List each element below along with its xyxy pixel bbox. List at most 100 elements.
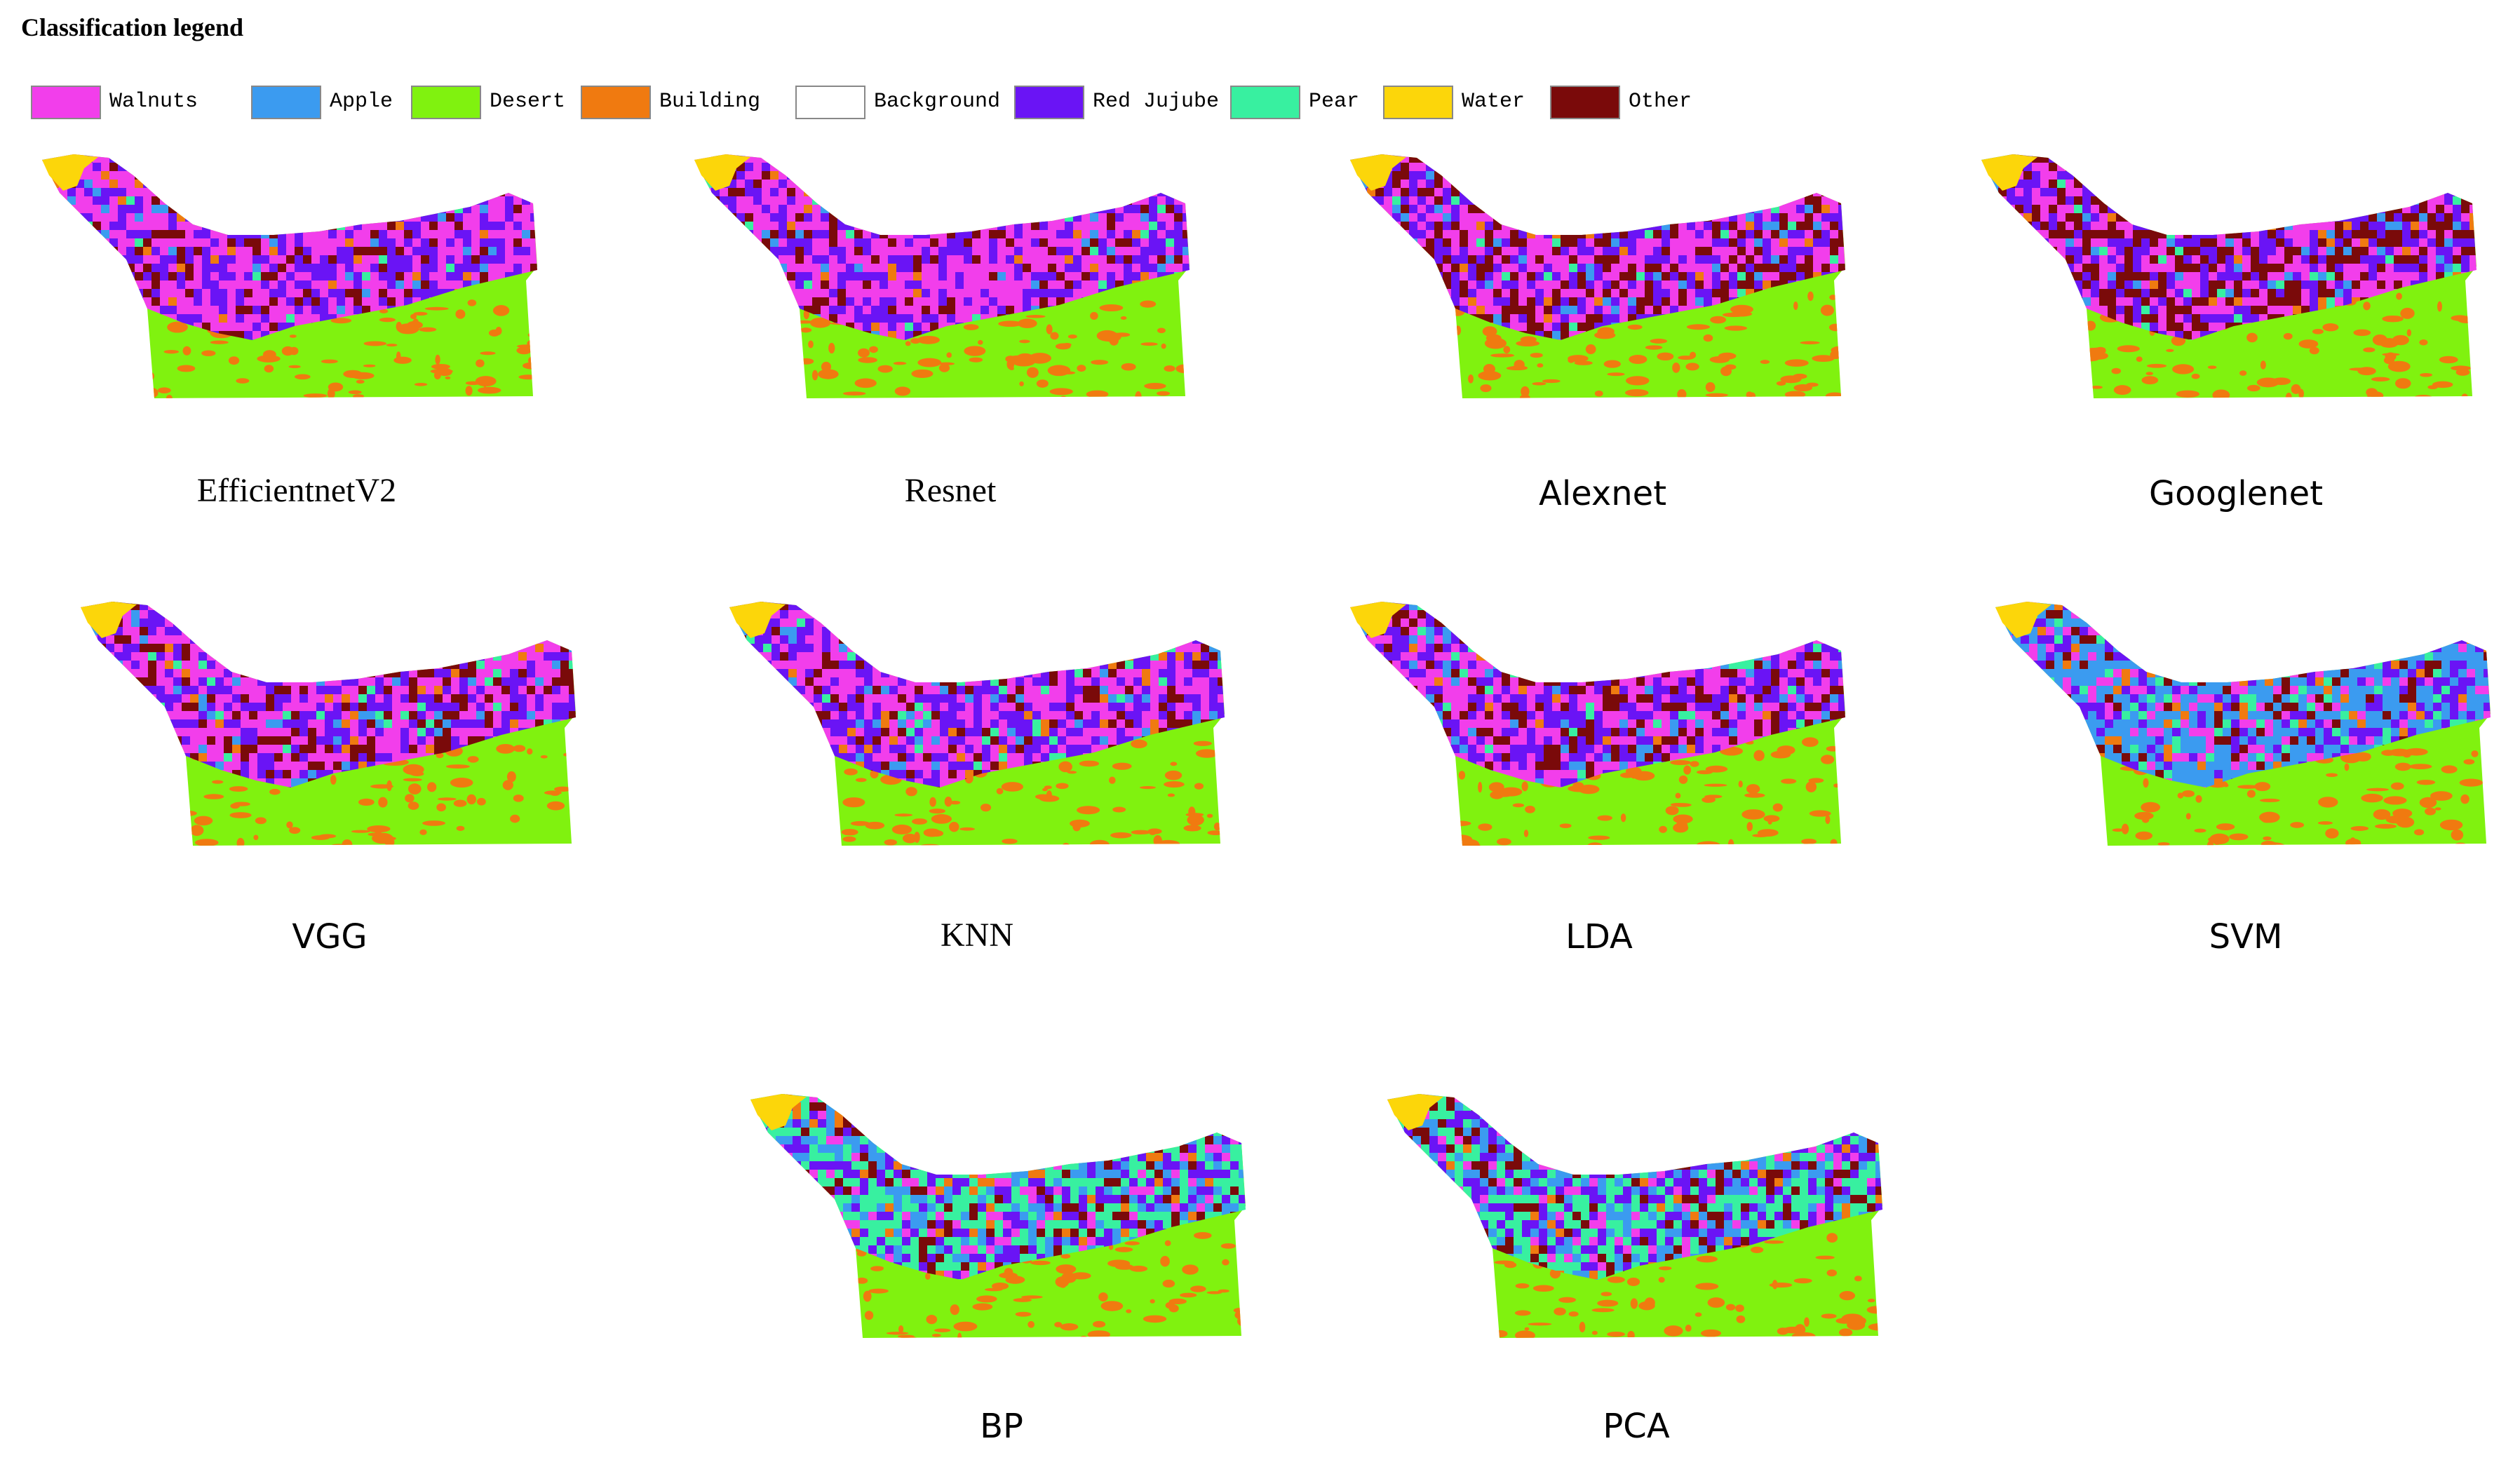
crop-cell [2200,188,2209,197]
crop-cell [947,297,956,306]
crop-cell [1048,163,1057,172]
crop-cell [1813,264,1822,273]
crop-cell [922,188,931,197]
crop-cell [370,289,379,298]
crop-cell [880,264,889,273]
crop-cell [804,188,813,197]
crop-cell [1434,230,1443,239]
crop-cell [913,255,922,264]
building-patch [1828,323,1842,332]
crop-cell [1779,213,1788,222]
crop-cell [2268,154,2277,163]
crop-cell [989,222,998,231]
water-swatch [1383,86,1453,119]
crop-cell [1409,331,1418,340]
crop-cell [1502,188,1511,197]
crop-cell [328,306,337,315]
crop-cell [1586,205,1595,214]
crop-cell [269,238,278,248]
crop-cell [2293,171,2302,180]
crop-cell [829,171,838,180]
crop-cell [913,314,922,323]
crop-cell [194,238,203,248]
crop-cell [930,280,939,290]
crop-cell [804,264,813,273]
crop-cell [1611,264,1620,273]
crop-cell [337,280,346,290]
crop-cell [1527,205,1536,214]
crop-cell [762,222,771,231]
crop-cell [1149,222,1158,231]
crop-cell [2217,171,2226,180]
crop-cell [1561,163,1570,172]
crop-cell [362,196,371,205]
crop-cell [711,339,720,340]
crop-cell [997,180,1006,189]
building-patch [289,346,299,356]
crop-cell [93,264,102,273]
building-patch [1793,373,1807,379]
crop-cell [185,154,194,163]
crop-cell [2057,163,2066,172]
crop-cell [1619,196,1629,205]
crop-cell [1023,247,1032,256]
crop-cell [539,289,547,298]
crop-cell [1586,289,1595,298]
crop-cell [539,339,547,349]
crop-cell [1561,306,1570,315]
crop-cell [118,196,127,205]
crop-cell [1485,264,1494,273]
crop-cell [379,247,388,256]
crop-cell [1838,348,1847,357]
crop-cell [762,255,771,264]
crop-cell [1813,222,1822,231]
crop-cell [1561,280,1570,290]
crop-cell [135,171,144,180]
crop-cell [1392,230,1401,239]
crop-cell [151,280,161,290]
crop-cell [736,205,746,214]
crop-cell [2343,154,2352,163]
crop-cell [109,238,119,248]
crop-cell [1720,272,1730,281]
crop-cell [101,222,110,231]
crop-cell [1367,196,1376,205]
crop-cell [244,331,253,340]
crop-cell [480,230,489,239]
crop-cell [109,188,119,197]
crop-cell [1485,238,1494,248]
crop-cell [1729,280,1738,290]
crop-cell [337,238,346,248]
crop-cell [2402,171,2411,180]
crop-cell [59,280,68,290]
crop-cell [1409,297,1418,306]
crop-cell [972,213,981,222]
crop-cell [2074,163,2083,172]
crop-cell [101,297,110,306]
crop-cell [1359,213,1368,222]
crop-cell [888,205,897,214]
crop-cell [126,163,135,172]
crop-cell [135,238,144,248]
crop-cell [320,213,329,222]
crop-cell [955,255,964,264]
building-patch [821,361,832,372]
crop-cell [1653,154,1662,163]
building-patch [2461,393,2468,398]
crop-cell [2276,171,2285,180]
crop-cell [1636,222,1645,231]
crop-cell [429,289,438,298]
crop-cell [837,154,847,163]
crop-cell [1611,306,1620,315]
building-patches [2078,290,2477,398]
crop-cell [1586,230,1595,239]
crop-cell [1006,222,1015,231]
crop-cell [1014,230,1023,239]
crop-cell [151,188,161,197]
building-patch [396,321,403,332]
crop-cell [337,154,346,163]
crop-cell [896,213,905,222]
crop-cell [1476,238,1485,248]
crop-cell [930,306,939,315]
crop-cell [703,213,712,222]
